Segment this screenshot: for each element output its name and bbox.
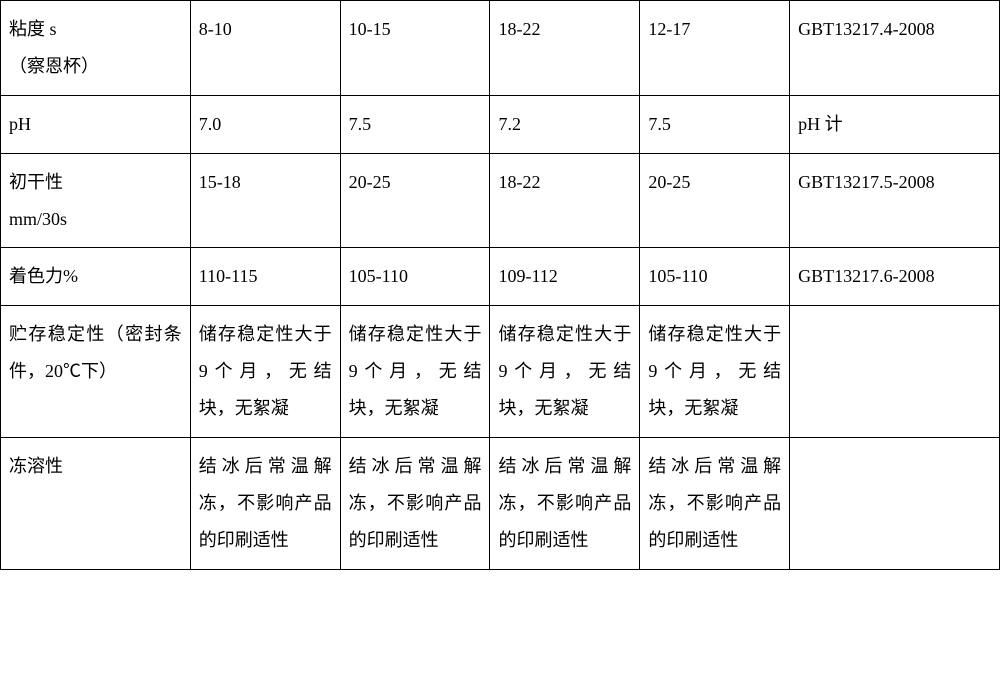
cell: 8-10 [190,1,340,96]
cell: 7.2 [490,95,640,153]
row-label: pH [1,95,191,153]
standard-cell: GBT13217.4-2008 [790,1,1000,96]
standard-cell: pH 计 [790,95,1000,153]
table-row: 贮存稳定性（密封条件，20℃下） 储存稳定性大于9个月，无结块，无絮凝 储存稳定… [1,306,1000,438]
standard-cell [790,438,1000,570]
cell: 20-25 [340,153,490,248]
cell: 109-112 [490,248,640,306]
cell: 110-115 [190,248,340,306]
row-label: 着色力% [1,248,191,306]
table-row: pH 7.0 7.5 7.2 7.5 pH 计 [1,95,1000,153]
cell: 结冰后常温解冻，不影响产品的印刷适性 [490,438,640,570]
cell: 12-17 [640,1,790,96]
cell: 结冰后常温解冻，不影响产品的印刷适性 [340,438,490,570]
table-row: 初干性mm/30s 15-18 20-25 18-22 20-25 GBT132… [1,153,1000,248]
cell: 储存稳定性大于9个月，无结块，无絮凝 [640,306,790,438]
standard-cell: GBT13217.5-2008 [790,153,1000,248]
cell: 18-22 [490,1,640,96]
table-row: 着色力% 110-115 105-110 109-112 105-110 GBT… [1,248,1000,306]
cell: 7.5 [640,95,790,153]
cell: 18-22 [490,153,640,248]
cell: 105-110 [340,248,490,306]
specifications-table: 粘度 s（察恩杯） 8-10 10-15 18-22 12-17 GBT1321… [0,0,1000,570]
cell: 储存稳定性大于9个月，无结块，无絮凝 [340,306,490,438]
row-label: 贮存稳定性（密封条件，20℃下） [1,306,191,438]
standard-cell: GBT13217.6-2008 [790,248,1000,306]
row-label: 冻溶性 [1,438,191,570]
cell: 20-25 [640,153,790,248]
table-row: 冻溶性 结冰后常温解冻，不影响产品的印刷适性 结冰后常温解冻，不影响产品的印刷适… [1,438,1000,570]
standard-cell [790,306,1000,438]
row-label: 粘度 s（察恩杯） [1,1,191,96]
cell: 结冰后常温解冻，不影响产品的印刷适性 [190,438,340,570]
table-row: 粘度 s（察恩杯） 8-10 10-15 18-22 12-17 GBT1321… [1,1,1000,96]
row-label: 初干性mm/30s [1,153,191,248]
cell: 储存稳定性大于9个月，无结块，无絮凝 [490,306,640,438]
cell: 15-18 [190,153,340,248]
cell: 7.0 [190,95,340,153]
cell: 10-15 [340,1,490,96]
cell: 7.5 [340,95,490,153]
cell: 结冰后常温解冻，不影响产品的印刷适性 [640,438,790,570]
cell: 储存稳定性大于9个月，无结块，无絮凝 [190,306,340,438]
cell: 105-110 [640,248,790,306]
